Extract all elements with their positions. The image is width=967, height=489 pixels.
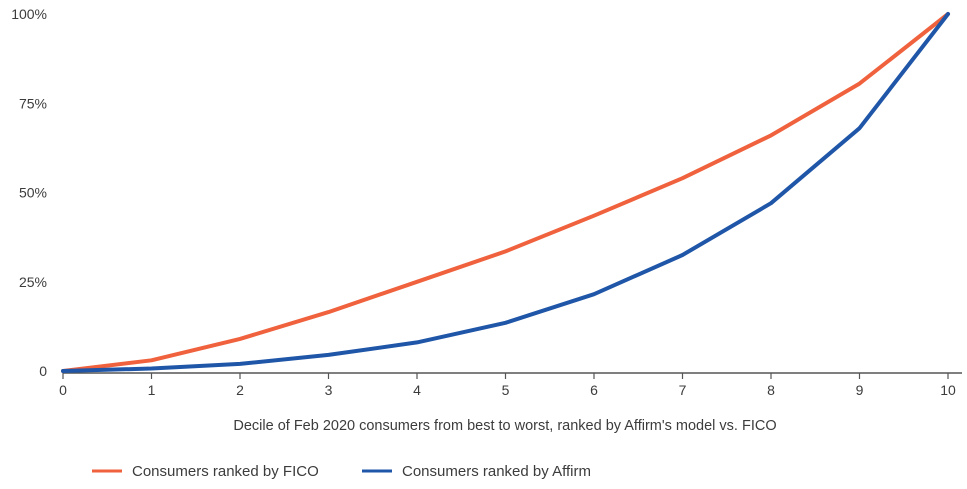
y-tick-label: 75%: [19, 95, 47, 111]
legend: Consumers ranked by FICO Consumers ranked…: [92, 463, 591, 480]
y-tick-label: 0: [39, 363, 47, 379]
series-line-affirm: [61, 12, 950, 373]
series-line-fico: [61, 12, 950, 373]
x-tick-label: 7: [679, 382, 687, 398]
y-tick-label: 100%: [11, 6, 47, 22]
x-axis-title: Decile of Feb 2020 consumers from best t…: [233, 418, 776, 434]
y-tick-label: 25%: [19, 274, 47, 290]
x-tick-label: 1: [148, 382, 156, 398]
legend-label: Consumers ranked by Affirm: [402, 463, 591, 480]
x-tick-label: 3: [325, 382, 333, 398]
x-tick-label: 9: [856, 382, 864, 398]
x-tick-label: 4: [413, 382, 421, 398]
x-axis-ticks: 0 1 2 3 4 5 6 7 8 9 10: [59, 373, 956, 398]
x-tick-label: 2: [236, 382, 244, 398]
x-tick-label: 8: [767, 382, 775, 398]
x-tick-label: 10: [940, 382, 956, 398]
x-tick-label: 0: [59, 382, 67, 398]
x-tick-label: 6: [590, 382, 598, 398]
series-lines: [61, 12, 950, 373]
y-axis-ticks: 0 25% 50% 75% 100%: [11, 6, 47, 379]
y-tick-label: 50%: [19, 185, 47, 201]
x-tick-label: 5: [502, 382, 510, 398]
legend-label: Consumers ranked by FICO: [132, 463, 319, 480]
